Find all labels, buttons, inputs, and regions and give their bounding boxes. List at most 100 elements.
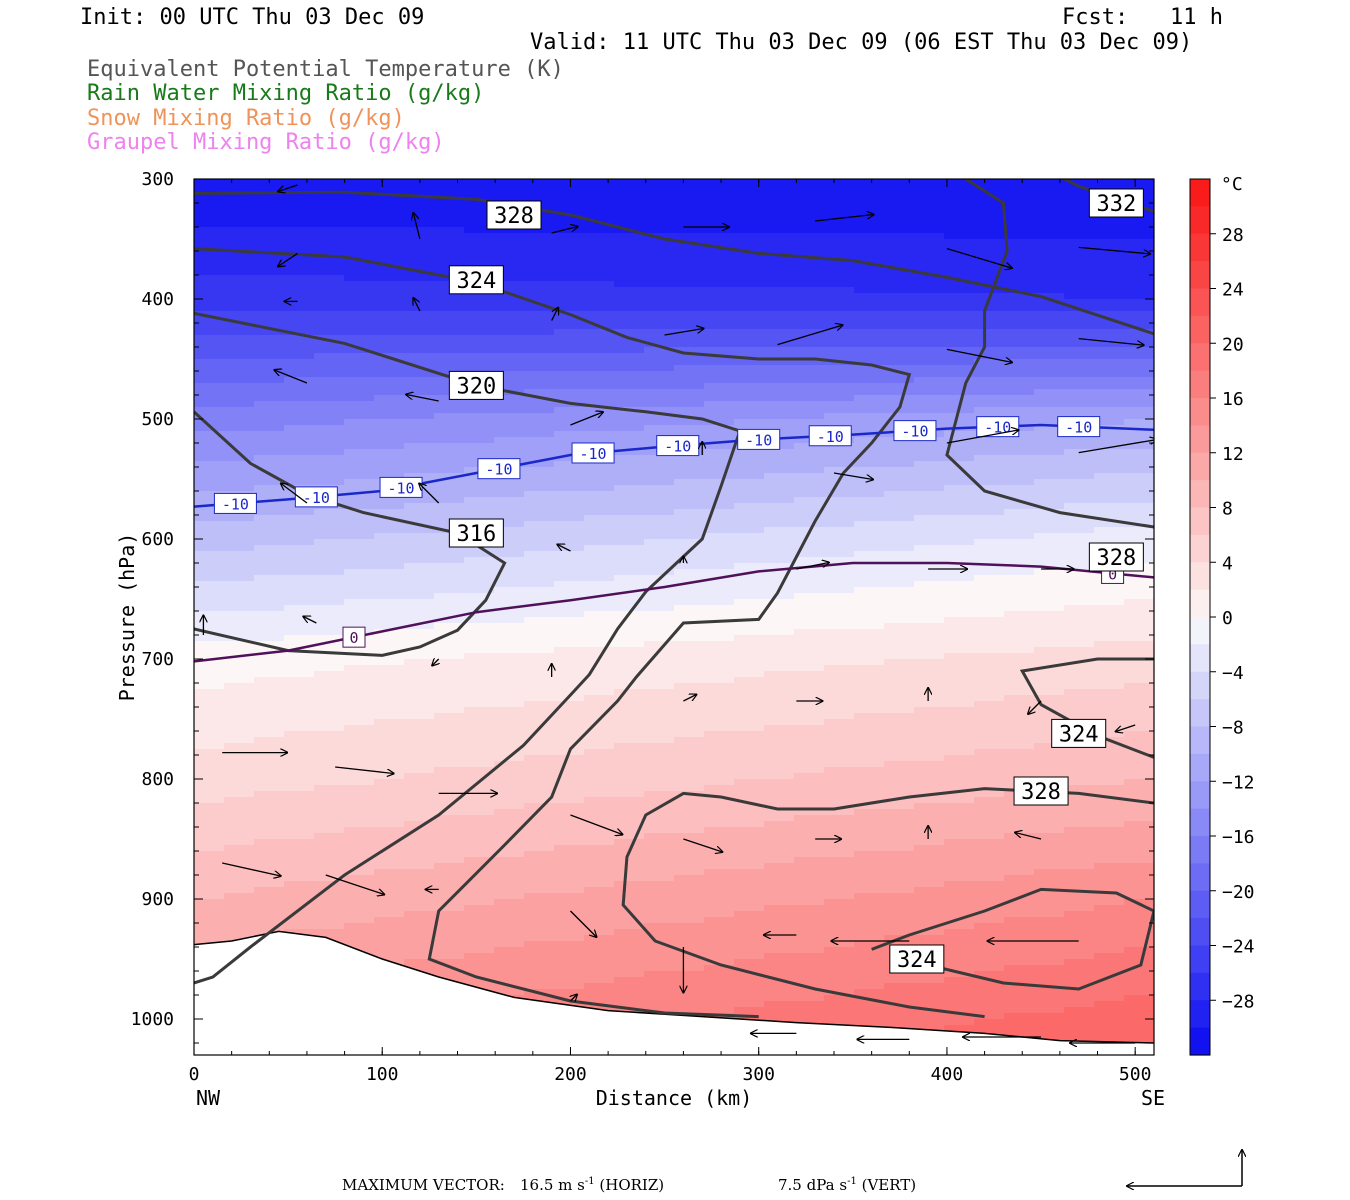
field-cell — [404, 863, 435, 870]
field-cell — [1034, 1025, 1065, 1032]
field-cell — [254, 293, 285, 300]
field-cell — [974, 683, 1005, 690]
field-cell — [284, 185, 315, 192]
field-cell — [854, 1013, 885, 1020]
isotherm-label-box — [893, 420, 937, 442]
field-cell — [1004, 371, 1035, 378]
field-cell — [794, 611, 825, 618]
field-cell — [944, 635, 975, 642]
field-cell — [674, 821, 705, 828]
field-cell — [404, 413, 435, 420]
field-cell — [434, 923, 465, 930]
wind-vector — [432, 659, 439, 666]
field-cell — [974, 1019, 1005, 1026]
field-cell — [1004, 629, 1035, 636]
field-cell — [224, 443, 255, 450]
field-cell — [644, 377, 675, 384]
x-tick-label: 300 — [742, 1064, 775, 1085]
field-cell — [674, 863, 705, 870]
field-cell — [464, 791, 495, 798]
field-cell — [644, 599, 675, 606]
field-cell — [374, 503, 405, 510]
field-cell — [584, 767, 615, 774]
field-cell — [1034, 1019, 1065, 1026]
field-cell — [494, 245, 525, 252]
field-cell — [434, 593, 465, 600]
field-cell — [854, 419, 885, 426]
field-cell — [1064, 299, 1095, 306]
field-cell — [374, 287, 405, 294]
field-cell — [344, 365, 375, 372]
field-cell — [944, 1019, 975, 1026]
field-cell — [254, 725, 285, 732]
field-cell — [1094, 743, 1125, 750]
field-cell — [944, 245, 975, 252]
field-cell — [494, 443, 525, 450]
field-cell — [194, 563, 225, 570]
field-cell — [764, 455, 795, 462]
field-cell — [734, 323, 765, 330]
field-cell — [434, 323, 465, 330]
field-cell — [674, 935, 705, 942]
field-cell — [644, 539, 675, 546]
field-cell — [764, 701, 795, 708]
field-cell — [254, 563, 285, 570]
colorbar-swatch — [1190, 206, 1210, 235]
field-cell — [524, 785, 555, 792]
field-cell — [824, 221, 855, 228]
field-cell — [974, 455, 1005, 462]
field-cell — [494, 707, 525, 714]
field-cell — [914, 623, 945, 630]
field-cell — [704, 713, 735, 720]
field-cell — [434, 671, 465, 678]
field-cell — [254, 911, 285, 918]
field-cell — [194, 497, 225, 504]
field-cell — [674, 521, 705, 528]
field-cell — [554, 359, 585, 366]
field-cell — [1094, 941, 1125, 948]
field-cell — [224, 335, 255, 342]
field-cell — [1004, 443, 1035, 450]
field-cell — [1094, 1037, 1125, 1044]
field-cell — [1094, 701, 1125, 708]
field-cell — [584, 599, 615, 606]
field-cell — [944, 761, 975, 768]
field-cell — [374, 641, 405, 648]
field-cell — [854, 977, 885, 984]
field-cell — [734, 797, 765, 804]
field-cell — [1004, 623, 1035, 630]
field-cell — [794, 887, 825, 894]
field-cell — [674, 617, 705, 624]
field-cell — [464, 581, 495, 588]
field-cell — [1094, 527, 1125, 534]
field-cell — [734, 575, 765, 582]
field-cell — [1004, 197, 1035, 204]
field-cell — [194, 779, 225, 786]
field-cell — [254, 377, 285, 384]
field-cell — [344, 203, 375, 210]
field-cell — [1094, 1001, 1125, 1008]
field-cell — [674, 179, 705, 186]
field-cell — [764, 917, 795, 924]
field-cell — [764, 683, 795, 690]
field-cell — [584, 185, 615, 192]
field-cell — [944, 359, 975, 366]
field-cell — [644, 413, 675, 420]
field-cell — [314, 713, 345, 720]
field-cell — [674, 335, 705, 342]
field-cell — [674, 251, 705, 258]
field-cell — [434, 845, 465, 852]
field-cell — [404, 749, 435, 756]
field-cell — [974, 503, 1005, 510]
field-cell — [554, 653, 585, 660]
field-cell — [794, 929, 825, 936]
field-cell — [374, 593, 405, 600]
field-cell — [674, 959, 705, 966]
field-cell — [854, 611, 885, 618]
field-cell — [854, 1007, 885, 1014]
field-cell — [554, 203, 585, 210]
field-cell — [944, 833, 975, 840]
field-cell — [1124, 245, 1154, 252]
field-cell — [764, 269, 795, 276]
field-cell — [794, 665, 825, 672]
